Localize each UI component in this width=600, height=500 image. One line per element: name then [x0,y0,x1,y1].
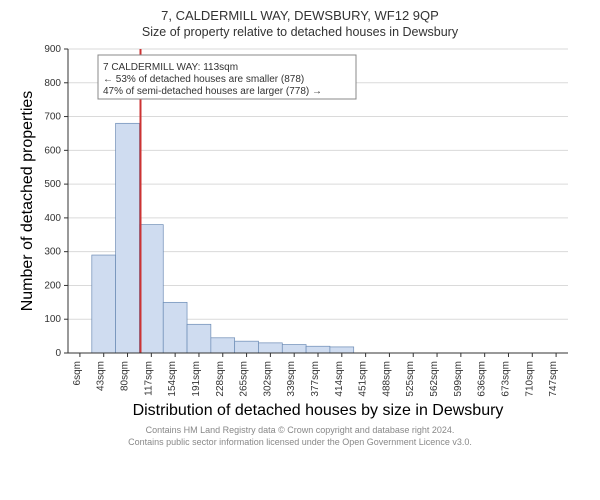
svg-text:599sqm: 599sqm [453,361,464,397]
svg-text:228sqm: 228sqm [215,361,226,397]
svg-text:562sqm: 562sqm [429,361,440,397]
bar [330,347,354,353]
svg-text:80sqm: 80sqm [120,361,131,391]
svg-text:673sqm: 673sqm [500,361,511,397]
svg-text:265sqm: 265sqm [239,361,250,397]
bar [306,346,330,353]
svg-text:117sqm: 117sqm [143,361,154,396]
title-main: 7, CALDERMILL WAY, DEWSBURY, WF12 9QP [161,8,439,23]
svg-text:300: 300 [44,247,61,258]
bar [92,255,116,353]
svg-text:636sqm: 636sqm [477,361,488,397]
svg-text:0: 0 [55,348,61,359]
info-box: 7 CALDERMILL WAY: 113sqm← 53% of detache… [98,55,356,99]
footer-line-2: Contains public sector information licen… [128,437,472,449]
bar [139,225,163,353]
svg-text:400: 400 [44,213,61,224]
title-sub: Size of property relative to detached ho… [142,25,458,39]
svg-text:488sqm: 488sqm [381,361,392,397]
svg-text:377sqm: 377sqm [310,361,321,397]
footer-line-1: Contains HM Land Registry data © Crown c… [128,425,472,437]
svg-text:154sqm: 154sqm [167,361,178,397]
svg-text:100: 100 [44,314,61,325]
bar [116,123,140,353]
x-axis-label: Distribution of detached houses by size … [133,402,504,419]
footer: Contains HM Land Registry data © Crown c… [128,425,472,448]
svg-text:339sqm: 339sqm [286,361,297,397]
svg-text:747sqm: 747sqm [548,361,559,397]
svg-text:700: 700 [44,112,61,123]
bar [282,345,306,353]
chart-container: 0 100 200 300 400 500 600 700 800 900 6sqm 43sqm 80s… [20,43,580,423]
svg-text:710sqm: 710sqm [524,361,535,397]
svg-text:600: 600 [44,145,61,156]
bar [187,324,211,353]
svg-text:800: 800 [44,78,61,89]
info-box-line: 7 CALDERMILL WAY: 113sqm [103,62,238,73]
bar [211,338,235,353]
svg-text:525sqm: 525sqm [405,361,416,397]
bar [235,341,259,353]
svg-text:6sqm: 6sqm [72,361,83,385]
info-box-line: ← 53% of detached houses are smaller (87… [103,74,304,85]
y-axis-label: Number of detached properties [20,91,36,312]
svg-text:500: 500 [44,179,61,190]
svg-text:414sqm: 414sqm [334,361,345,397]
svg-text:43sqm: 43sqm [96,361,107,391]
histogram-chart: 0 100 200 300 400 500 600 700 800 900 6sqm 43sqm 80s… [20,43,580,423]
bar [163,302,187,353]
svg-text:451sqm: 451sqm [358,361,369,397]
bar [258,343,282,353]
svg-text:200: 200 [44,280,61,291]
svg-text:900: 900 [44,44,61,55]
svg-text:191sqm: 191sqm [191,361,202,397]
info-box-line: 47% of semi-detached houses are larger (… [103,86,322,97]
svg-text:302sqm: 302sqm [262,361,273,397]
